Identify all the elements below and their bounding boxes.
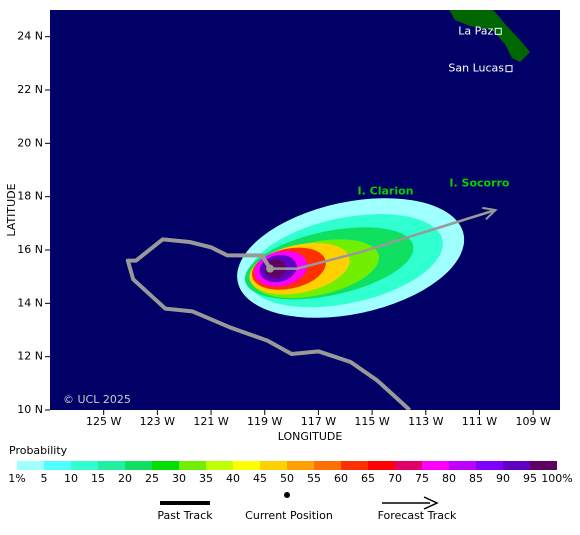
colorbar-label: 65 (361, 472, 375, 485)
colorbar-label: 10 (64, 472, 78, 485)
y-tick-label: 24 N (17, 30, 43, 43)
x-tick-label: 111 W (462, 415, 497, 428)
y-tick-label: 16 N (17, 243, 43, 256)
colorbar-swatch (476, 461, 503, 470)
legend-forecast-arrowhead (423, 496, 439, 510)
legend-label: Current Position (245, 509, 333, 522)
colorbar-swatch (341, 461, 368, 470)
colorbar-label: 55 (307, 472, 321, 485)
colorbar-label: 80 (442, 472, 456, 485)
y-tick-label: 18 N (17, 190, 43, 203)
y-tick-label: 20 N (17, 136, 43, 149)
colorbar-label: 85 (469, 472, 483, 485)
colorbar-swatch (206, 461, 233, 470)
colorbar-swatch (422, 461, 449, 470)
x-tick-label: 113 W (408, 415, 443, 428)
place-label: San Lucas (448, 62, 504, 75)
colorbar-swatch (503, 461, 530, 470)
colorbar-swatch (17, 461, 44, 470)
colorbar-swatch (287, 461, 314, 470)
x-axis-label: LONGITUDE (278, 430, 343, 443)
x-tick-label: 125 W (86, 415, 121, 428)
land (449, 10, 530, 62)
legend-label: Forecast Track (378, 509, 457, 522)
place-label: I. Socorro (449, 176, 510, 189)
colorbar-label: 25 (145, 472, 159, 485)
colorbar-label: 20 (118, 472, 132, 485)
x-tick-label: 117 W (301, 415, 336, 428)
legend-current-position (284, 492, 290, 498)
colorbar-label: 70 (388, 472, 402, 485)
x-tick-label: 115 W (354, 415, 389, 428)
x-tick-label: 123 W (140, 415, 175, 428)
colorbar-swatch (260, 461, 287, 470)
colorbar-label: 5 (41, 472, 48, 485)
colorbar-label: 90 (496, 472, 510, 485)
x-tick-label: 109 W (515, 415, 550, 428)
y-tick-label: 10 N (17, 403, 43, 416)
colorbar-swatch (395, 461, 422, 470)
forecast-arrowhead (482, 206, 498, 221)
ocean (50, 10, 560, 410)
colorbar-label: 40 (226, 472, 240, 485)
y-axis-label: LATITUDE (5, 183, 18, 236)
colorbar-label: 60 (334, 472, 348, 485)
forecast-track (270, 208, 496, 270)
colorbar-title: Probability (9, 444, 68, 457)
x-tick-label: 121 W (193, 415, 228, 428)
colorbar-label: 35 (199, 472, 213, 485)
place-marker (494, 27, 502, 35)
colorbar-label: 50 (280, 472, 294, 485)
credit: © UCL 2025 (63, 393, 131, 406)
current-position (266, 264, 275, 273)
place-label: I. Clarion (358, 184, 414, 197)
colorbar-swatch (530, 461, 557, 470)
colorbar-swatch (44, 461, 71, 470)
colorbar-swatch (449, 461, 476, 470)
legend-label: Past Track (157, 509, 213, 522)
colorbar-label: 100% (541, 472, 572, 485)
colorbar-swatch (314, 461, 341, 470)
colorbar-swatch (71, 461, 98, 470)
plot-area: La Paz San Lucas I. Clarion I. Socorro (125, 10, 530, 410)
colorbar-label: 75 (415, 472, 429, 485)
y-tick-label: 14 N (17, 296, 43, 309)
past-track (125, 237, 412, 410)
colorbar-swatch (179, 461, 206, 470)
colorbar-swatch (233, 461, 260, 470)
place-label: La Paz (458, 24, 493, 37)
y-tick-label: 22 N (17, 83, 43, 96)
x-tick-label: 119 W (247, 415, 282, 428)
colorbar-swatch (125, 461, 152, 470)
y-tick-label: 12 N (17, 350, 43, 363)
colorbar-swatch (152, 461, 179, 470)
colorbar-label: 1% (8, 472, 25, 485)
colorbar-swatch (368, 461, 395, 470)
colorbar-swatch (98, 461, 125, 470)
place-marker (505, 65, 513, 73)
colorbar-label: 30 (172, 472, 186, 485)
colorbar-label: 45 (253, 472, 267, 485)
colorbar-label: 95 (523, 472, 537, 485)
colorbar-label: 15 (91, 472, 105, 485)
